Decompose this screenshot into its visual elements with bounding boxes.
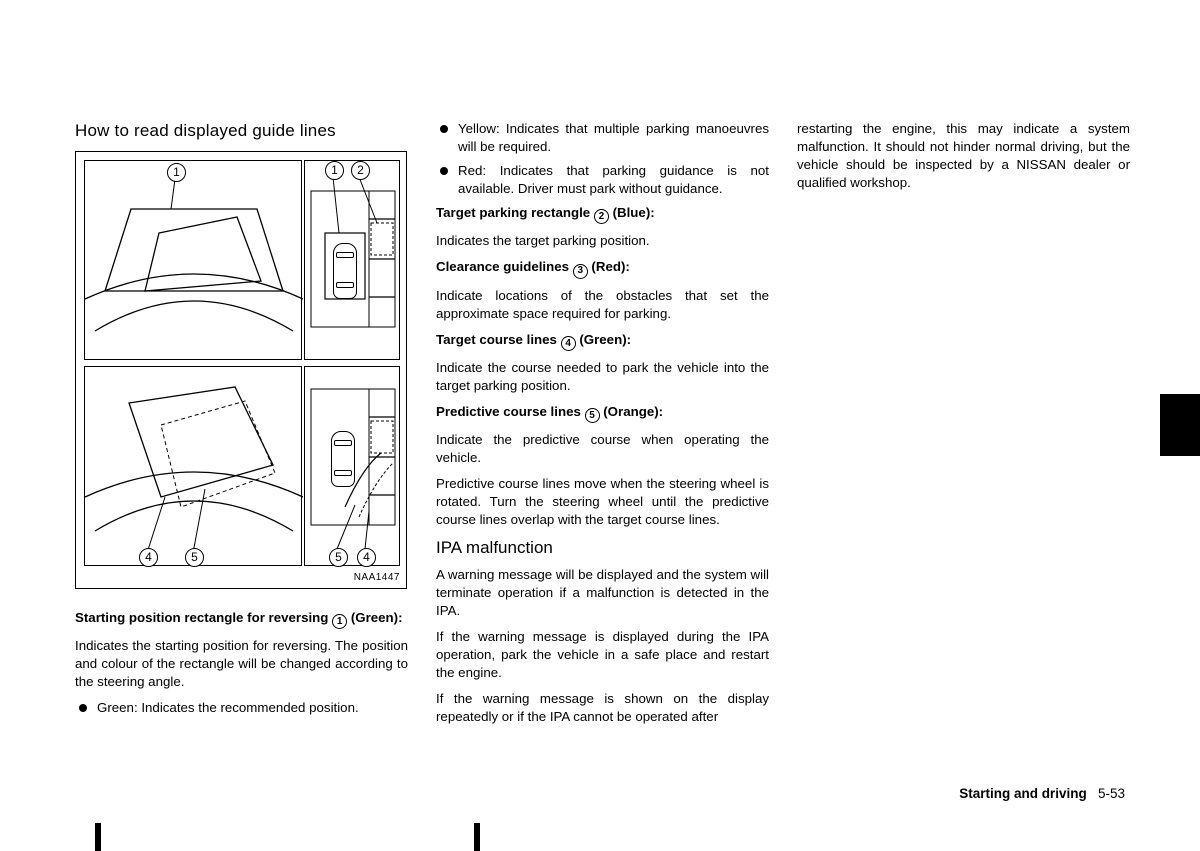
subhead-target-course: Target course lines 4 (Green): (436, 331, 769, 352)
crop-mark-center (474, 823, 480, 851)
figure-panel-top-right: 1 2 (304, 160, 400, 360)
bullet-green: Green: Indicates the recommended positio… (75, 699, 408, 717)
car-icon-bottom (331, 431, 355, 487)
subhead-target-rect: Target parking rectangle 2 (Blue): (436, 204, 769, 225)
column-3: restarting the engine, this may indicate… (797, 120, 1130, 734)
para-ipa-3: If the warning message is shown on the d… (436, 690, 769, 726)
para-ipa-1: A warning message will be displayed and … (436, 566, 769, 620)
car-icon-top (333, 243, 357, 299)
figure-svg-bl (85, 367, 303, 567)
callout-2: 2 (351, 161, 370, 180)
para-ipa-2: If the warning message is displayed duri… (436, 628, 769, 682)
callout-4b: 4 (357, 548, 376, 567)
footer-section: Starting and driving (959, 786, 1087, 801)
circled-2: 2 (594, 209, 609, 224)
thumb-tab (1160, 394, 1200, 456)
circled-4: 4 (561, 336, 576, 351)
para-clearance: Indicate locations of the obstacles that… (436, 287, 769, 323)
crop-mark-left (95, 823, 101, 851)
page-content: How to read displayed guide lines 1 (75, 120, 1130, 734)
bullet-green-text: Green: Indicates the recommended positio… (97, 699, 408, 717)
figure-svg-tl (85, 161, 303, 361)
bullet-dot-icon (79, 704, 87, 712)
circled-5: 5 (585, 408, 600, 423)
para-target-course: Indicate the course needed to park the v… (436, 359, 769, 395)
callout-1b: 1 (325, 161, 344, 180)
bullet-dot-icon (440, 167, 448, 175)
bullet-dot-icon (440, 125, 448, 133)
figure-naa1447: 1 (75, 151, 407, 589)
footer-page-number: 5-53 (1098, 786, 1125, 801)
bullet-red-text: Red: Indicates that parking guidance is … (458, 162, 769, 198)
figure-code: NAA1447 (354, 571, 400, 585)
para-starting-position: Indicates the starting position for reve… (75, 637, 408, 691)
circled-1: 1 (332, 614, 347, 629)
subhead-clearance: Clearance guidelines 3 (Red): (436, 258, 769, 279)
subhead-predictive: Predictive course lines 5 (Orange): (436, 403, 769, 424)
figure-panel-bottom-left: 4 5 (84, 366, 302, 566)
column-1: How to read displayed guide lines 1 (75, 120, 408, 734)
figure-panel-bottom-right: 5 4 (304, 366, 400, 566)
heading-ipa-malfunction: IPA malfunction (436, 537, 769, 560)
subhead-starting-position: Starting position rectangle for reversin… (75, 609, 408, 630)
callout-5b: 5 (329, 548, 348, 567)
circled-3: 3 (573, 264, 588, 279)
para-predictive-1: Indicate the predictive course when oper… (436, 431, 769, 467)
para-col3-1: restarting the engine, this may indicate… (797, 120, 1130, 192)
column-2: Yellow: Indicates that multiple parking … (436, 120, 769, 734)
bullet-yellow: Yellow: Indicates that multiple parking … (436, 120, 769, 156)
bullet-yellow-text: Yellow: Indicates that multiple parking … (458, 120, 769, 156)
heading-guide-lines: How to read displayed guide lines (75, 120, 408, 143)
para-predictive-2: Predictive course lines move when the st… (436, 475, 769, 529)
page-footer: Starting and driving 5-53 (959, 786, 1125, 801)
callout-4a: 4 (139, 548, 158, 567)
figure-panel-top-left: 1 (84, 160, 302, 360)
para-target-rect: Indicates the target parking position. (436, 232, 769, 250)
callout-5a: 5 (185, 548, 204, 567)
callout-1a: 1 (167, 163, 186, 182)
bullet-red: Red: Indicates that parking guidance is … (436, 162, 769, 198)
